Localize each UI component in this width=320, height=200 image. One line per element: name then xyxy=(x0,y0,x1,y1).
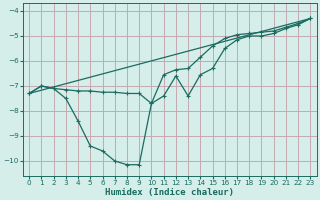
X-axis label: Humidex (Indice chaleur): Humidex (Indice chaleur) xyxy=(105,188,234,197)
